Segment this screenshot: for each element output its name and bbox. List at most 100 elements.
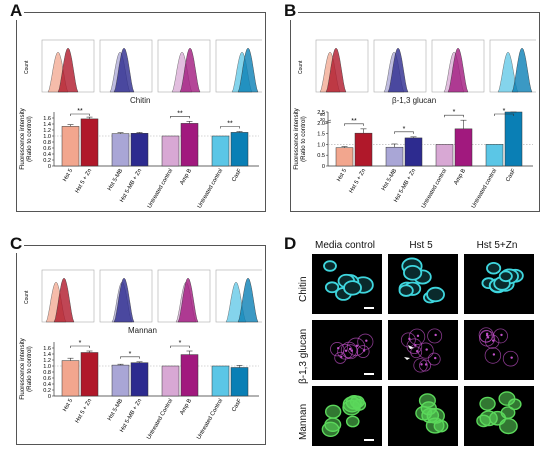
y-axis-label: (Ratio to control) — [300, 116, 307, 162]
bar — [335, 147, 354, 167]
y-tick-label: 1.6 — [43, 116, 51, 122]
category-label: Hst 5 — [62, 168, 74, 183]
significance-label: * — [179, 340, 182, 347]
bar — [111, 133, 130, 167]
significance-bracket — [220, 126, 240, 129]
significance-bracket — [494, 113, 514, 116]
y-break-tick-label: 20 — [320, 117, 326, 122]
axis-break-mark — [324, 119, 332, 125]
histogram-curve — [511, 47, 533, 93]
histogram-curve — [387, 47, 409, 93]
significance-bracket — [344, 123, 364, 126]
y-tick-label: 0 — [48, 394, 51, 400]
significance-label: * — [403, 126, 406, 133]
y-tick-label: 0.6 — [43, 146, 51, 152]
bar — [61, 126, 80, 167]
significance-label: ** — [351, 118, 357, 125]
significance-label: * — [79, 340, 82, 347]
bar — [485, 144, 504, 167]
bar — [180, 123, 199, 167]
bar — [80, 352, 99, 397]
significance-label: ** — [227, 121, 233, 128]
y-tick-label: 1.4 — [43, 122, 51, 128]
category-label: Hst 5-MB — [381, 168, 398, 192]
y-tick-label: 1.0 — [43, 364, 51, 370]
bar — [130, 133, 149, 167]
y-tick-label: 2.0 — [317, 121, 325, 127]
panel-b-letter: B — [282, 1, 299, 20]
y-axis-label: (Ratio to control) — [26, 346, 33, 392]
y-tick-label: 1.2 — [43, 128, 51, 134]
panel-c-letter: C — [8, 234, 25, 253]
bar — [230, 367, 249, 397]
y-axis-label: (Ratio to control) — [26, 116, 33, 162]
category-label: Untreated control — [147, 168, 174, 210]
bar — [61, 360, 80, 397]
count-axis-label: Count — [24, 290, 30, 304]
panel-b-histograms: Count — [298, 39, 536, 93]
panel-c-histograms: Count — [24, 269, 262, 323]
histogram-curve — [57, 47, 79, 93]
y-tick-label: 0.6 — [43, 376, 51, 382]
significance-label: ** — [177, 110, 183, 117]
bar — [180, 354, 199, 397]
histogram-curve — [177, 277, 199, 323]
bar — [454, 128, 473, 167]
y-tick-label: 0 — [48, 164, 51, 170]
panel-d-letter: D — [282, 234, 299, 253]
bar — [385, 146, 404, 167]
micrograph-mannan — [312, 386, 382, 446]
col-title-media-control: Media control — [314, 240, 376, 251]
panel-a-histograms: Count — [24, 39, 262, 93]
micrograph-glucan — [464, 320, 534, 380]
y-axis-label: Fluorescence intensity — [293, 107, 300, 169]
bar — [354, 132, 373, 167]
micrograph-chitin — [464, 254, 534, 314]
panel-b-histogram-label: β-1,3 glucan — [392, 96, 437, 105]
significance-bracket — [120, 356, 140, 359]
histogram-curve — [447, 47, 469, 93]
bar — [161, 135, 180, 167]
significance-bracket — [394, 131, 414, 134]
histogram-curve — [113, 277, 135, 323]
micrograph-mannan — [388, 386, 458, 446]
bar — [504, 111, 523, 167]
bar — [404, 137, 423, 167]
significance-bracket — [170, 116, 190, 119]
y-tick-label: 1.4 — [43, 352, 51, 358]
significance-bracket — [70, 113, 90, 116]
y-tick-label: 0.4 — [43, 382, 51, 388]
col-title-hst5: Hst 5 — [409, 240, 433, 251]
bar — [211, 365, 230, 397]
y-tick-label: 2.5 — [317, 110, 325, 116]
micrograph-glucan — [312, 320, 382, 380]
category-label: CasF — [231, 398, 243, 413]
y-tick-label: 1.0 — [317, 142, 325, 148]
category-label: Amp B — [179, 168, 193, 186]
category-label: CasF — [231, 168, 243, 183]
panel-a-bar-chart: Fluorescence intensity (Ratio to control)… — [19, 107, 259, 210]
y-tick-label: 0 — [322, 164, 325, 170]
col-title-hst5-zn: Hst 5+Zn — [476, 240, 518, 251]
panel-c-histogram-label: Mannan — [128, 326, 157, 335]
y-axis-label: Fluorescence intensity — [19, 337, 26, 399]
category-label: Hst 5-MB — [107, 168, 124, 192]
micrograph-mannan — [464, 386, 534, 446]
y-tick-label: 0.2 — [43, 388, 51, 394]
histogram-curve — [179, 47, 201, 93]
row-label-chitin: Chitin — [298, 276, 309, 302]
panel-a-letter: A — [8, 1, 25, 20]
histogram-curve — [237, 277, 259, 323]
panel-c-bar-chart: Fluorescence intensity (Ratio to control)… — [19, 337, 259, 441]
y-tick-label: 0.4 — [43, 152, 51, 158]
category-label: Hst 5 + Zn — [349, 168, 368, 194]
panel-a-histogram-label: Chitin — [130, 96, 151, 105]
y-axis-label: Fluorescence intensity — [19, 107, 26, 169]
significance-label: * — [453, 109, 456, 116]
y-tick-label: 1.6 — [43, 346, 51, 352]
micrograph-chitin — [312, 254, 382, 314]
bar — [161, 365, 180, 397]
category-label: Untreated control — [421, 168, 448, 210]
significance-bracket — [444, 114, 464, 118]
significance-label: * — [503, 108, 506, 115]
